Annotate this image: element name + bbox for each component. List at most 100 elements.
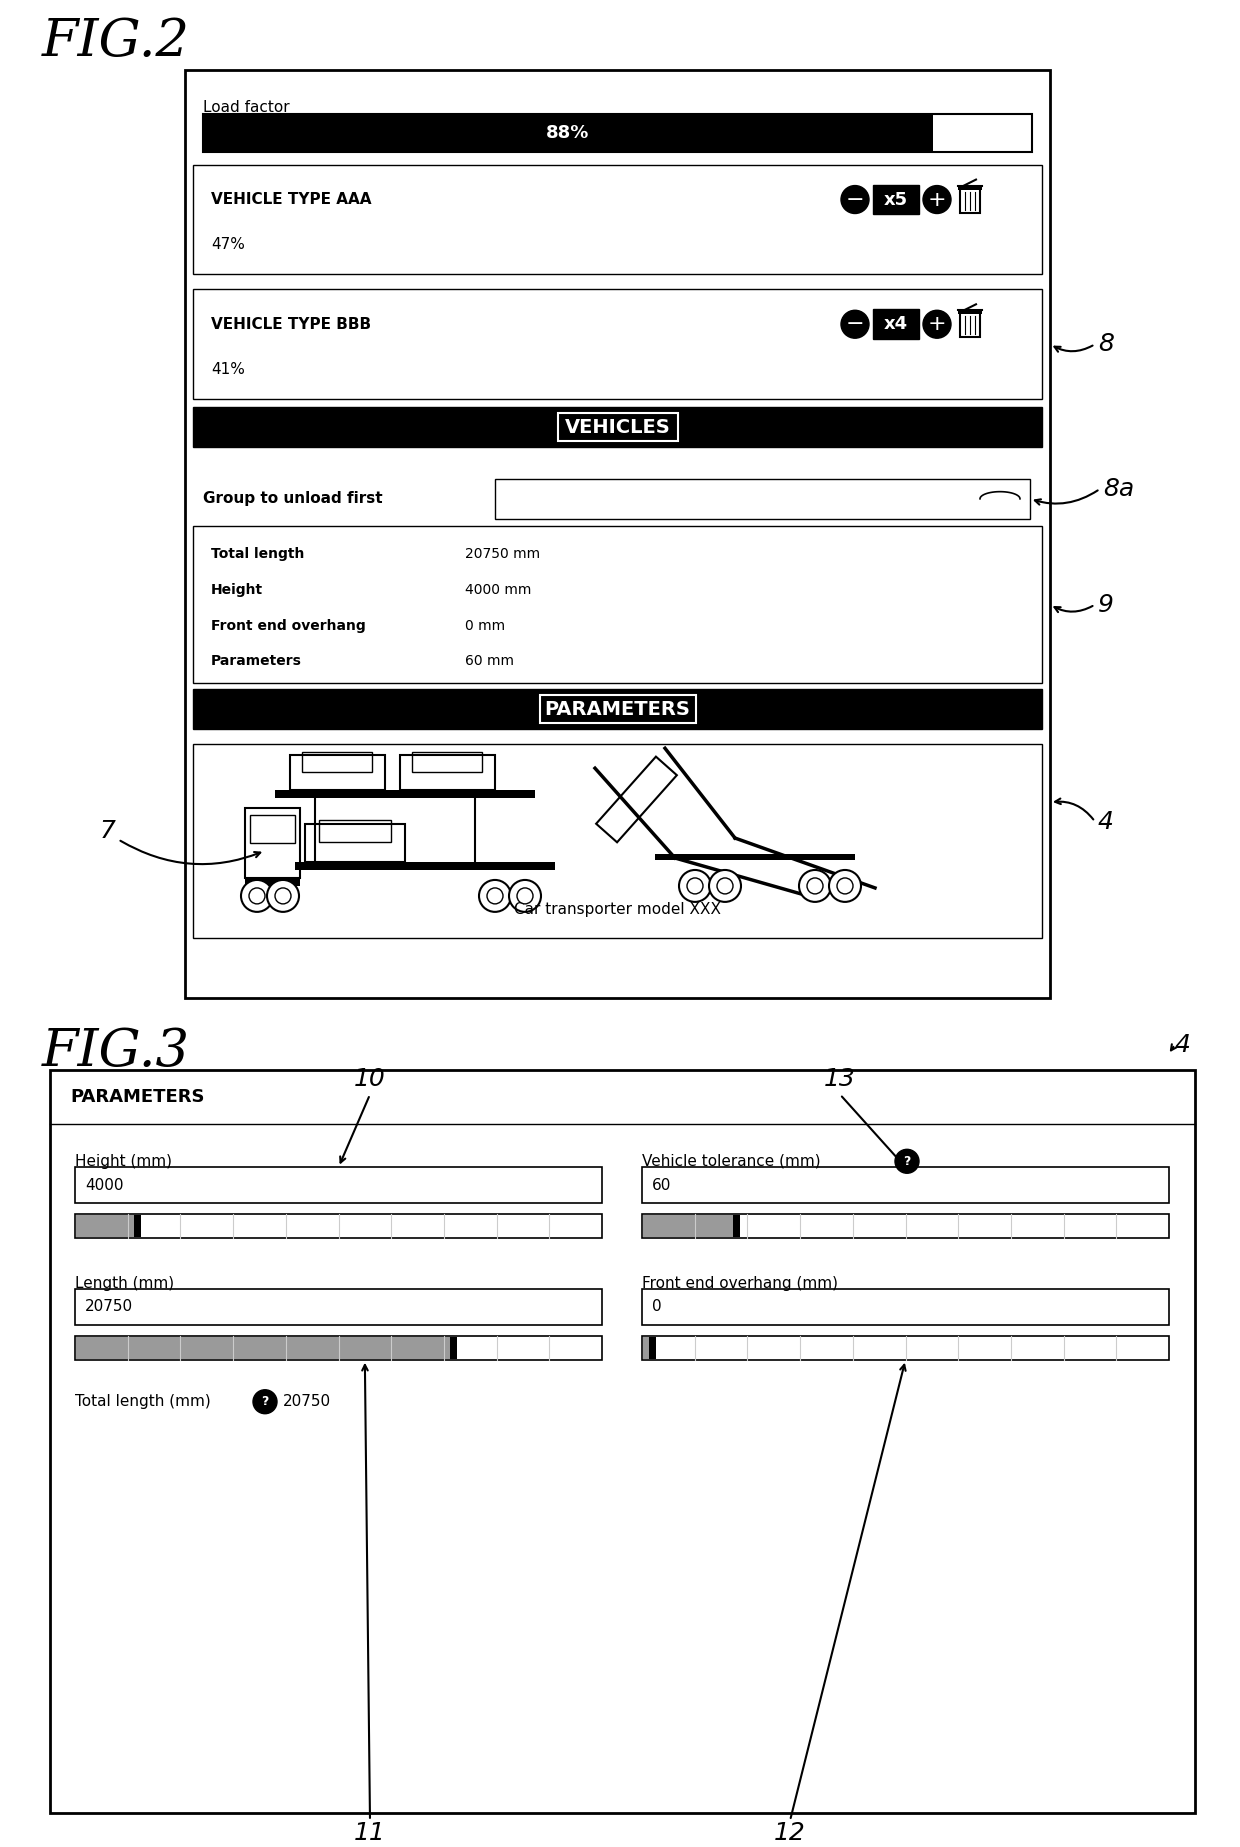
Bar xyxy=(319,820,391,842)
Bar xyxy=(74,1213,601,1237)
Text: 0 mm: 0 mm xyxy=(465,619,505,632)
Text: 13: 13 xyxy=(825,1068,856,1092)
Text: Group to unload first: Group to unload first xyxy=(203,491,383,506)
Text: x5: x5 xyxy=(884,190,908,209)
Text: Load factor: Load factor xyxy=(203,100,290,115)
Bar xyxy=(76,1215,138,1237)
Bar xyxy=(644,1337,651,1359)
Bar xyxy=(246,877,300,887)
Text: 41%: 41% xyxy=(211,362,244,377)
Circle shape xyxy=(717,877,733,894)
Text: 20750 mm: 20750 mm xyxy=(465,547,541,561)
Text: 20750: 20750 xyxy=(86,1300,133,1315)
Text: 60 mm: 60 mm xyxy=(465,654,515,669)
Bar xyxy=(193,526,1042,683)
Bar xyxy=(193,406,1042,447)
Bar xyxy=(642,1167,1169,1202)
Bar xyxy=(450,1337,458,1359)
Bar xyxy=(275,791,534,798)
Bar xyxy=(74,1167,601,1202)
Bar xyxy=(193,744,1042,938)
Text: 60: 60 xyxy=(652,1178,671,1193)
Bar xyxy=(246,809,300,877)
Bar xyxy=(76,1337,454,1359)
Circle shape xyxy=(487,888,503,903)
Bar xyxy=(50,1069,1195,1812)
Text: 4: 4 xyxy=(1176,1032,1190,1056)
Bar xyxy=(290,755,384,791)
Text: Total length: Total length xyxy=(211,547,304,561)
Circle shape xyxy=(837,877,853,894)
Circle shape xyxy=(799,870,831,901)
Circle shape xyxy=(680,870,711,901)
Circle shape xyxy=(241,879,273,912)
Bar xyxy=(250,815,295,842)
Text: 11: 11 xyxy=(355,1821,386,1845)
Text: Total length (mm): Total length (mm) xyxy=(74,1394,211,1409)
Bar xyxy=(74,1289,601,1324)
Circle shape xyxy=(807,877,823,894)
Text: 4000: 4000 xyxy=(86,1178,124,1193)
Text: 7: 7 xyxy=(100,820,115,844)
Text: Height (mm): Height (mm) xyxy=(74,1154,172,1169)
Bar xyxy=(960,187,980,212)
Circle shape xyxy=(841,185,869,214)
Bar xyxy=(960,312,980,338)
Text: Front end overhang (mm): Front end overhang (mm) xyxy=(642,1276,838,1291)
Bar xyxy=(959,185,982,190)
Circle shape xyxy=(687,877,703,894)
Text: FIG.3: FIG.3 xyxy=(42,1027,190,1077)
Text: 8a: 8a xyxy=(1104,477,1135,501)
Bar xyxy=(873,308,919,340)
Circle shape xyxy=(508,879,541,912)
Bar xyxy=(193,290,1042,399)
Bar xyxy=(644,1215,735,1237)
Text: 88%: 88% xyxy=(546,124,589,142)
Text: 4: 4 xyxy=(1097,809,1114,833)
Text: 9: 9 xyxy=(1097,593,1114,617)
Text: 10: 10 xyxy=(355,1068,386,1092)
Bar xyxy=(733,1215,740,1237)
Text: PARAMETERS: PARAMETERS xyxy=(69,1088,205,1106)
Bar xyxy=(649,1337,656,1359)
Text: −: − xyxy=(846,314,864,334)
Text: VEHICLE TYPE AAA: VEHICLE TYPE AAA xyxy=(211,192,372,207)
Bar xyxy=(203,115,932,151)
Circle shape xyxy=(830,870,861,901)
Text: Length (mm): Length (mm) xyxy=(74,1276,174,1291)
Circle shape xyxy=(709,870,742,901)
Bar xyxy=(642,1335,1169,1359)
Bar xyxy=(558,414,677,441)
Bar xyxy=(134,1215,141,1237)
Text: VEHICLE TYPE BBB: VEHICLE TYPE BBB xyxy=(211,316,371,332)
Circle shape xyxy=(923,185,951,214)
Bar xyxy=(596,757,677,842)
Bar xyxy=(203,115,1032,151)
Circle shape xyxy=(895,1149,919,1173)
Bar xyxy=(495,478,1030,519)
Text: 47%: 47% xyxy=(211,236,244,251)
Bar xyxy=(959,310,982,314)
Text: 0: 0 xyxy=(652,1300,662,1315)
Bar xyxy=(74,1335,601,1359)
Bar xyxy=(305,824,405,863)
Circle shape xyxy=(267,879,299,912)
Text: PARAMETERS: PARAMETERS xyxy=(544,700,691,718)
Text: 20750: 20750 xyxy=(283,1394,331,1409)
Circle shape xyxy=(923,310,951,338)
Bar xyxy=(295,863,556,870)
Text: +: + xyxy=(928,314,946,334)
Circle shape xyxy=(479,879,511,912)
Text: VEHICLES: VEHICLES xyxy=(564,417,671,436)
Text: x4: x4 xyxy=(884,316,908,332)
Circle shape xyxy=(253,1389,277,1413)
Bar xyxy=(642,1289,1169,1324)
Circle shape xyxy=(517,888,533,903)
Circle shape xyxy=(275,888,291,903)
Text: Car transporter model XXX: Car transporter model XXX xyxy=(515,903,720,918)
Text: FIG.2: FIG.2 xyxy=(42,17,190,66)
Text: 8: 8 xyxy=(1097,332,1114,356)
Text: Front end overhang: Front end overhang xyxy=(211,619,366,632)
Text: 4000 mm: 4000 mm xyxy=(465,582,532,597)
Text: Vehicle tolerance (mm): Vehicle tolerance (mm) xyxy=(642,1154,821,1169)
